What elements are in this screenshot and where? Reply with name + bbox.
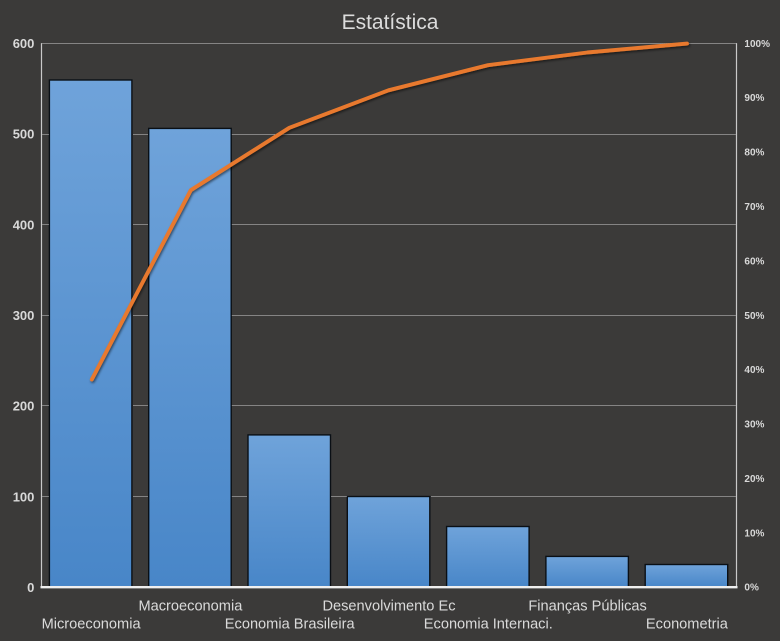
svg-text:90%: 90%: [744, 93, 764, 104]
svg-text:40%: 40%: [744, 365, 764, 376]
svg-text:300: 300: [13, 308, 35, 323]
svg-text:100: 100: [13, 489, 35, 504]
svg-text:20%: 20%: [744, 474, 764, 485]
svg-text:Econometria: Econometria: [646, 617, 729, 633]
svg-text:30%: 30%: [744, 420, 764, 431]
svg-text:50%: 50%: [744, 311, 764, 322]
svg-text:Economia Brasileira: Economia Brasileira: [225, 617, 356, 633]
svg-text:Economia Internaci.: Economia Internaci.: [424, 617, 553, 633]
svg-text:10%: 10%: [744, 528, 764, 539]
svg-text:60%: 60%: [744, 256, 764, 267]
svg-text:Estatística: Estatística: [342, 11, 439, 34]
svg-text:Macroeconomia: Macroeconomia: [138, 599, 243, 615]
svg-text:Microeconomia: Microeconomia: [42, 617, 142, 633]
svg-text:500: 500: [13, 127, 35, 142]
svg-text:0%: 0%: [744, 583, 759, 594]
svg-text:400: 400: [13, 217, 35, 232]
svg-text:100%: 100%: [744, 39, 770, 50]
svg-text:0: 0: [27, 580, 34, 595]
svg-text:200: 200: [13, 399, 35, 414]
svg-text:Finanças Públicas: Finanças Públicas: [528, 599, 646, 615]
svg-text:600: 600: [13, 36, 35, 51]
svg-text:Desenvolvimento Ec: Desenvolvimento Ec: [322, 599, 455, 615]
svg-text:70%: 70%: [744, 202, 764, 213]
svg-text:80%: 80%: [744, 148, 764, 159]
